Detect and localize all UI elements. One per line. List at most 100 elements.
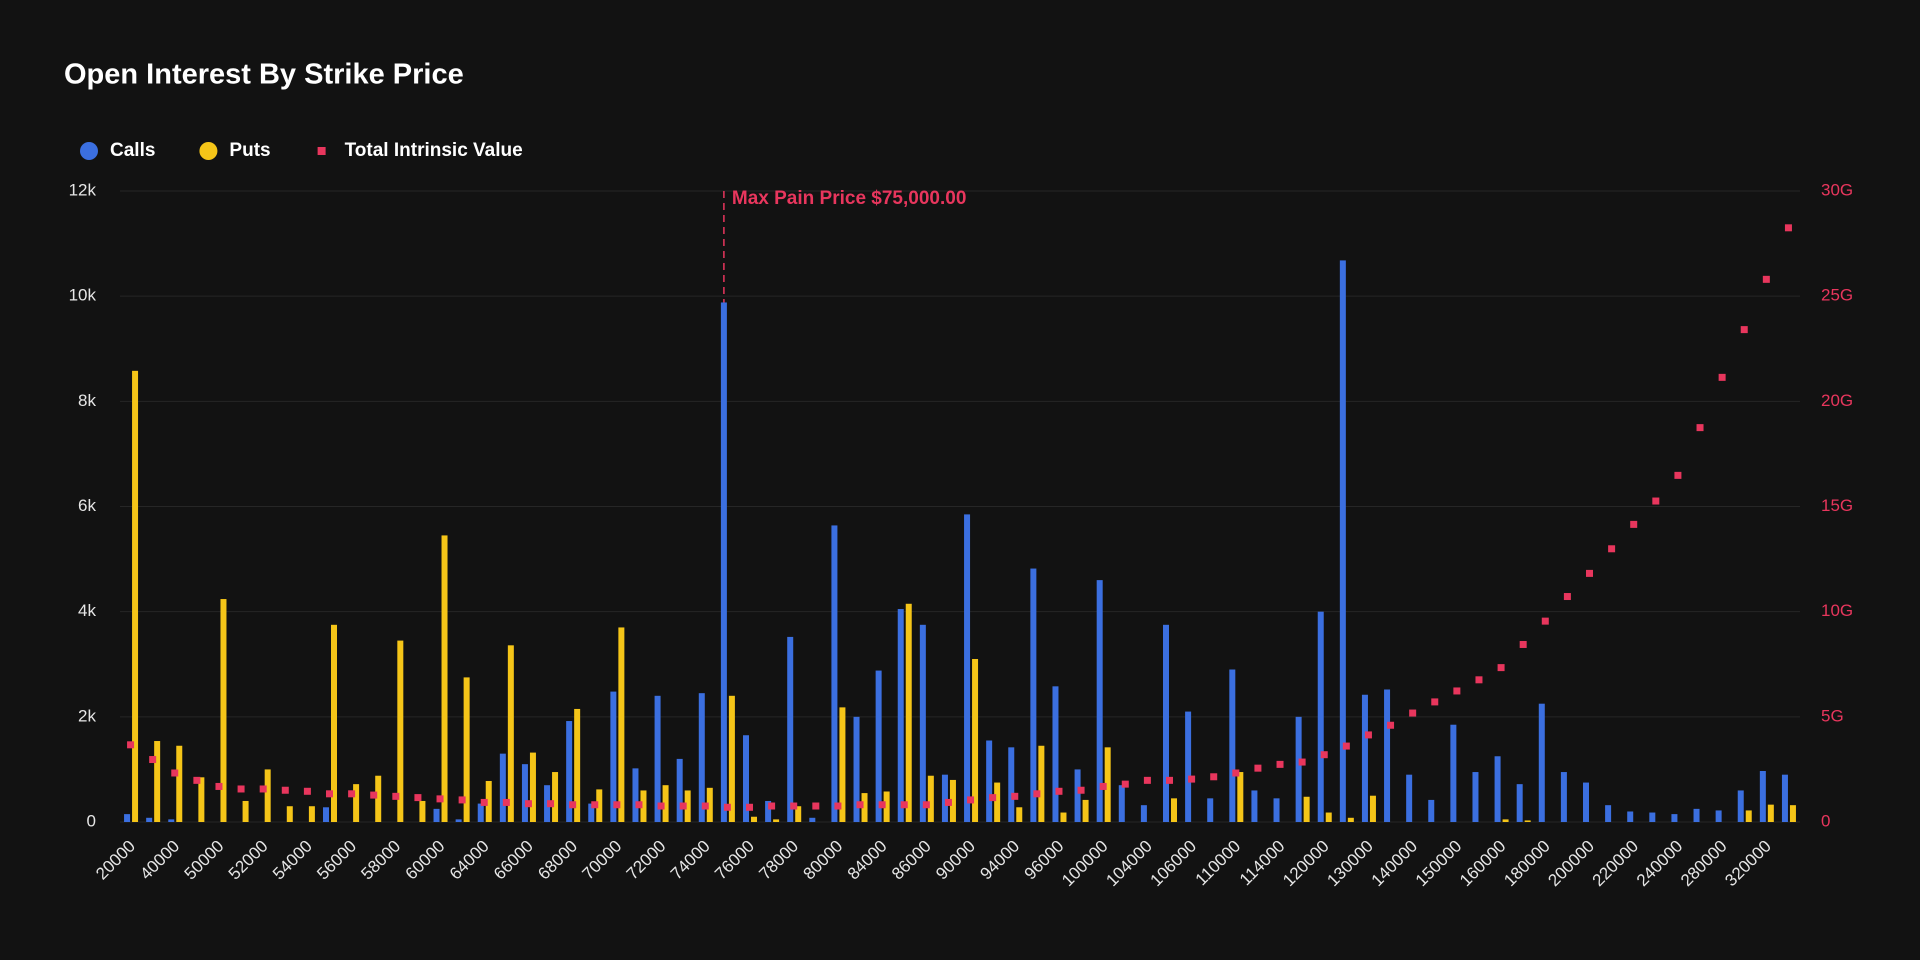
bar [751, 816, 757, 822]
bar [1538, 703, 1545, 822]
legend-marker [317, 147, 326, 155]
point [679, 802, 687, 810]
bar [1450, 724, 1457, 822]
point [1541, 617, 1549, 625]
bar [463, 677, 470, 822]
point [237, 785, 245, 793]
point [1320, 751, 1328, 759]
bar [1605, 805, 1612, 822]
bar [684, 790, 691, 822]
x-tick-label: 50000 [181, 837, 228, 884]
point [1784, 224, 1792, 232]
point [790, 802, 798, 810]
point [1652, 497, 1660, 505]
x-tick-label: 106000 [1147, 837, 1201, 891]
bar [588, 803, 595, 822]
point [1364, 731, 1372, 739]
bar [132, 370, 139, 822]
bar [596, 789, 603, 822]
point [1608, 545, 1616, 553]
grid [120, 190, 1800, 823]
point [326, 790, 333, 798]
bar [1745, 810, 1752, 822]
point [900, 801, 908, 809]
bar [1082, 799, 1089, 822]
point [967, 796, 975, 804]
x-tick-label: 84000 [844, 837, 891, 884]
point [1143, 776, 1151, 784]
bar [433, 808, 440, 822]
x-tick-label: 160000 [1456, 837, 1510, 891]
point [1077, 786, 1085, 794]
annotation-text: Max Pain Price $75,000.00 [732, 188, 967, 209]
point [1276, 760, 1284, 768]
bar [972, 658, 979, 822]
bar [441, 535, 448, 822]
y2-tick-label: 5G [1821, 706, 1844, 725]
x-tick-label: 70000 [578, 837, 625, 884]
bar [499, 753, 506, 822]
y-tick-label: 6k [78, 496, 96, 515]
point [1475, 676, 1483, 684]
bar [1347, 817, 1354, 822]
bar [1171, 798, 1177, 822]
y-tick-label: 2k [78, 706, 96, 725]
bar [994, 782, 1001, 822]
bar [1406, 774, 1413, 822]
x-tick-label: 180000 [1500, 837, 1554, 891]
point [1519, 640, 1527, 648]
bar [1016, 807, 1023, 822]
x-tick-label: 200000 [1544, 837, 1598, 891]
point [524, 800, 532, 808]
bar [1472, 772, 1479, 822]
bar [1060, 812, 1067, 822]
bar [941, 774, 948, 822]
point [1718, 373, 1726, 381]
x-tick-label: 64000 [446, 837, 493, 884]
bar [397, 640, 404, 822]
point [591, 801, 599, 809]
point [281, 786, 289, 794]
point [1011, 792, 1019, 800]
bar [720, 302, 727, 822]
point [812, 802, 820, 810]
bar [765, 800, 772, 822]
point [1762, 275, 1770, 283]
point [657, 802, 665, 810]
bar [146, 817, 153, 822]
bar [1237, 772, 1244, 822]
bar [773, 819, 780, 822]
bar [1384, 689, 1391, 822]
bar [1781, 774, 1788, 822]
legend-label: Total Intrinsic Value [345, 140, 523, 161]
bar [662, 785, 669, 822]
x-tick-label: 90000 [932, 837, 979, 884]
bar [242, 800, 249, 822]
bar [698, 693, 705, 822]
bar [1583, 782, 1589, 822]
x-tick-label: 58000 [357, 837, 404, 884]
bar [529, 752, 536, 822]
y2-tick-label: 15G [1821, 496, 1853, 515]
point [878, 801, 886, 809]
bar [853, 716, 860, 822]
bar [795, 806, 802, 822]
x-tick-label: 104000 [1102, 837, 1156, 891]
legend-marker [199, 142, 218, 160]
point [768, 802, 776, 810]
point [259, 785, 267, 793]
point [171, 769, 179, 777]
bar [905, 603, 912, 822]
x-tick-label: 56000 [313, 837, 360, 884]
y2-tick-label: 30G [1821, 180, 1853, 199]
point [1696, 424, 1704, 432]
bar [1494, 756, 1501, 822]
x-tick-label: 66000 [490, 837, 537, 884]
bar [1118, 785, 1125, 822]
bar [839, 707, 846, 822]
x-tick-label: 140000 [1368, 837, 1422, 891]
bar [883, 791, 890, 822]
bar [1516, 784, 1523, 822]
bar [1361, 694, 1368, 822]
bar [1104, 747, 1111, 822]
